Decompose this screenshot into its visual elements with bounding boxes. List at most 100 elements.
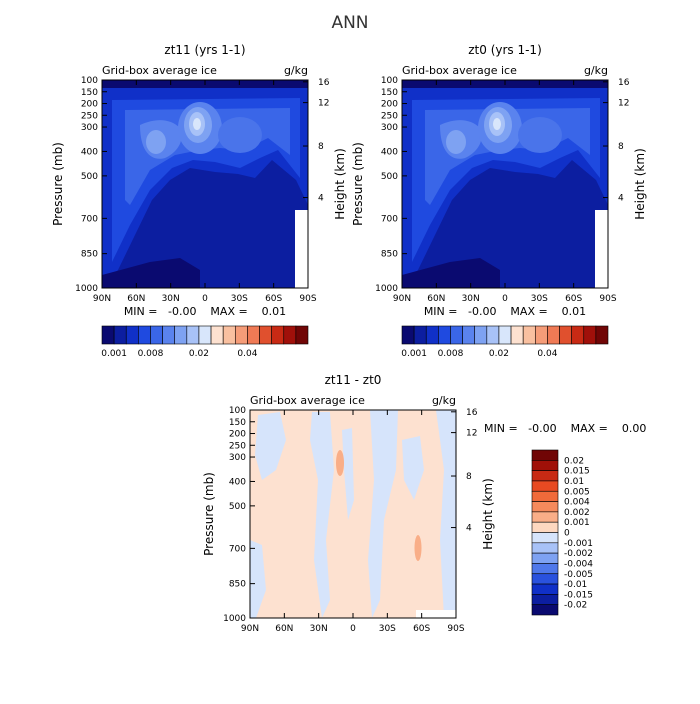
colorbar-label: 0.015 (564, 467, 590, 477)
x-tick-labels: 90N 60N 30N 0 30S 60S 90S (393, 80, 617, 304)
colorbar-swatch (101, 325, 115, 345)
x-tick-label: 90S (599, 294, 616, 304)
panel-subtitle-left: Grid-box average ice (402, 64, 517, 77)
colorbar-swatch (534, 325, 548, 345)
x-tick-label: 60N (127, 294, 145, 304)
y-right-tick-labels: 16 12 8 4 (451, 408, 478, 534)
heatmap-field (402, 80, 608, 288)
negative-band-5 (402, 436, 424, 500)
colorbar-swatch (150, 325, 163, 345)
y-tick-label: 500 (229, 502, 246, 512)
negative-band-6 (436, 410, 456, 618)
y-right-tick-label: 12 (466, 429, 477, 439)
x-tick-label: 60S (413, 624, 430, 634)
colorbar-label: 0.02 (564, 456, 584, 466)
panel-subtitle-right: g/kg (432, 394, 456, 407)
colorbar-label: 0.004 (564, 498, 590, 508)
y-tick-label: 500 (81, 172, 98, 182)
x-tick-label: 30S (531, 294, 548, 304)
colorbar-label: -0.015 (564, 590, 593, 600)
colorbar-label: 0.001 (101, 349, 127, 359)
contour-level-4c (218, 117, 262, 153)
y-tick-label: 700 (81, 214, 98, 224)
y-tick-label: 150 (381, 88, 398, 98)
colorbar-label: -0.004 (564, 559, 593, 569)
x-tick-label: 0 (350, 624, 356, 634)
x-tick-label: 60S (565, 294, 582, 304)
negative-band-2 (310, 412, 334, 618)
colorbar-swatch (486, 325, 500, 345)
y-right-tick-label: 4 (466, 524, 472, 534)
colorbar-label: 0 (564, 529, 570, 539)
y-tick-label: 200 (229, 430, 246, 440)
missing-region (595, 210, 608, 288)
y-right-tick-label: 8 (466, 472, 472, 482)
y-tick-label: 300 (81, 123, 98, 133)
heatmap-field (102, 80, 308, 288)
colorbar-swatch (222, 325, 236, 345)
x-tick-label: 90N (241, 624, 259, 634)
colorbar (401, 325, 609, 345)
x-tick-label: 90N (393, 294, 411, 304)
x-tick-label: 0 (202, 294, 208, 304)
colorbar-swatch (531, 521, 559, 533)
y-right-tick-label: 12 (318, 99, 329, 109)
colorbar-label: -0.01 (564, 580, 587, 590)
contour-level-4c (518, 117, 562, 153)
panel-title: zt11 - zt0 (325, 373, 382, 387)
colorbar-swatch (450, 325, 463, 345)
negative-band-1 (255, 412, 286, 480)
colorbar-swatch (198, 325, 212, 345)
panel-title: zt11 (yrs 1-1) (164, 43, 245, 57)
panel-subtitle-right: g/kg (584, 64, 608, 77)
y-tick-label: 400 (229, 477, 246, 487)
colorbar (531, 449, 559, 616)
y-right-tick-label: 8 (618, 142, 624, 152)
core-deep (402, 258, 500, 288)
colorbar-swatch (531, 594, 559, 605)
panel-subtitle-left: Grid-box average ice (102, 64, 217, 77)
colorbar-swatch (295, 325, 309, 345)
colorbar-label: 0.04 (237, 349, 257, 359)
y-right-tick-label: 16 (318, 78, 330, 88)
colorbar-swatch (531, 563, 559, 575)
y-right-tick-labels: 16 12 8 4 (603, 78, 630, 204)
core-deep (102, 258, 200, 288)
colorbar-swatch (531, 552, 559, 564)
colorbar-swatch (247, 325, 260, 345)
contour-level-7 (493, 118, 501, 130)
y-right-tick-label: 4 (618, 194, 624, 204)
colorbar-swatch (583, 325, 597, 345)
y-tick-label: 700 (381, 214, 398, 224)
y-axis-right-label: Height (km) (481, 478, 495, 549)
colorbar-swatch (595, 325, 609, 345)
colorbar-swatch (125, 325, 139, 345)
figure-title: ANN (331, 13, 368, 33)
colorbar-swatch (259, 325, 272, 345)
colorbar-swatch (531, 542, 559, 554)
colorbar-swatch (113, 325, 127, 345)
y-axis-right-label: Height (km) (633, 148, 647, 219)
panel-title: zt0 (yrs 1-1) (468, 43, 542, 57)
colorbar-swatch (531, 470, 559, 482)
colorbar-labels: 0.001 0.008 0.02 0.04 (101, 349, 257, 359)
colorbar-swatch (531, 449, 559, 461)
y-right-tick-label: 8 (318, 142, 324, 152)
panel-difference: zt11 - zt0 Grid-box average ice g/kg 100… (202, 373, 646, 634)
y-right-tick-label: 12 (618, 99, 629, 109)
colorbar-labels: 0.020.0150.010.0050.0040.0020.0010-0.001… (564, 456, 593, 610)
colorbar-labels: 0.001 0.008 0.02 0.04 (401, 349, 557, 359)
positive-blob-1 (336, 450, 344, 476)
y-tick-label: 400 (381, 147, 398, 157)
y-tick-label: 250 (381, 111, 398, 121)
x-tick-label: 30N (462, 294, 480, 304)
colorbar-label: 0.008 (438, 349, 464, 359)
colorbar-swatch (413, 325, 427, 345)
y-axis-label: Pressure (mb) (351, 142, 365, 226)
colorbar-swatch (571, 325, 585, 345)
colorbar-label: 0.008 (138, 349, 164, 359)
